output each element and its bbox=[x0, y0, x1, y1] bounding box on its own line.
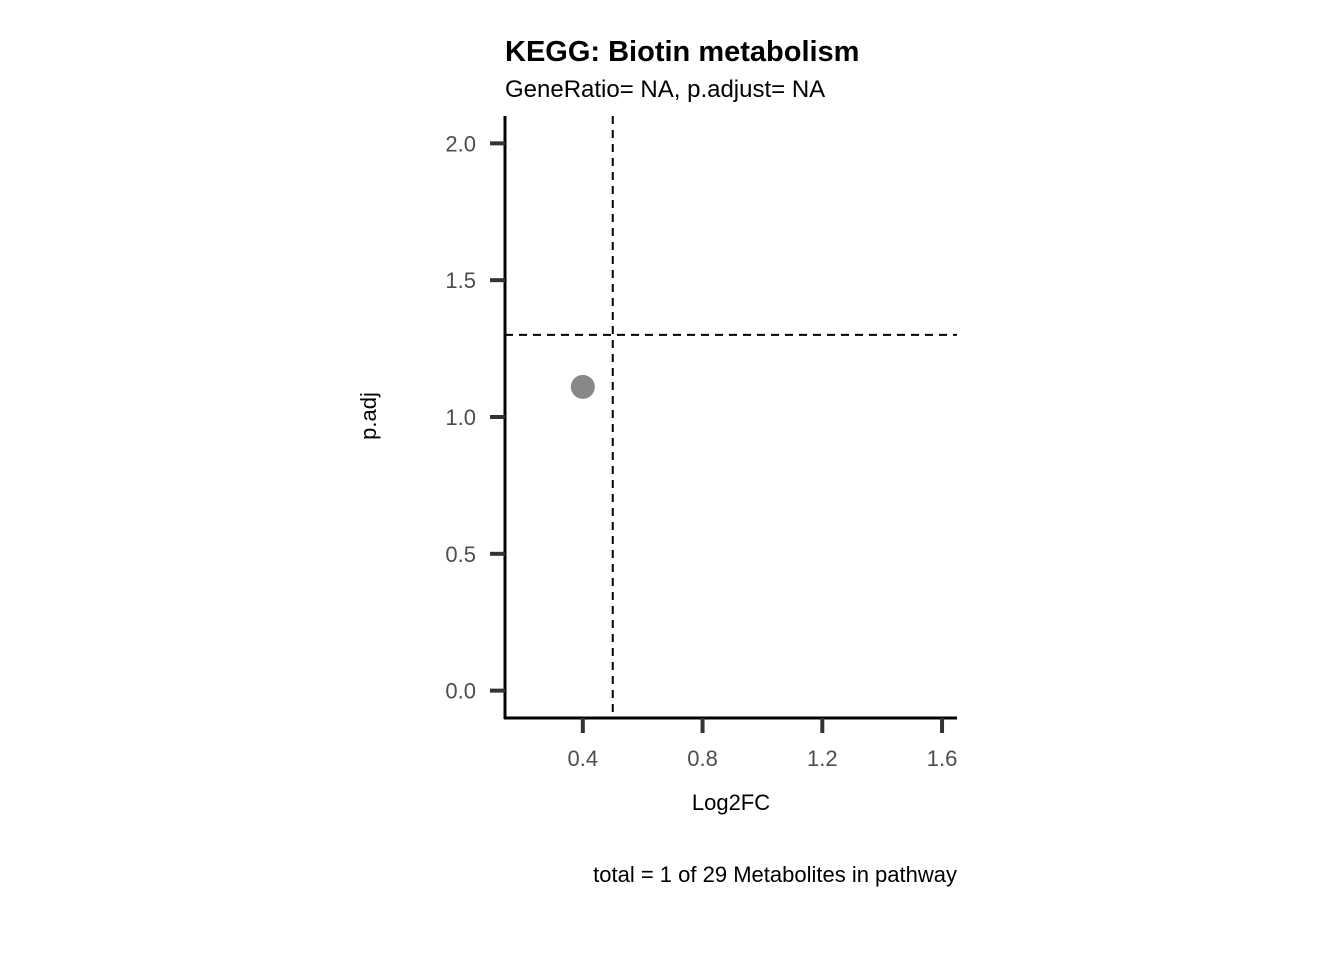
chart-subtitle: GeneRatio= NA, p.adjust= NA bbox=[505, 76, 825, 103]
x-tick-label: 0.8 bbox=[687, 746, 718, 771]
x-tick-label: 0.4 bbox=[568, 746, 599, 771]
data-point bbox=[570, 374, 595, 399]
y-tick-label: 0.5 bbox=[445, 542, 476, 567]
chart-title: KEGG: Biotin metabolism bbox=[505, 36, 859, 68]
x-tick-label: 1.2 bbox=[807, 746, 838, 771]
y-tick-label: 0.0 bbox=[445, 679, 476, 704]
chart-caption: total = 1 of 29 Metabolites in pathway bbox=[593, 862, 957, 887]
plot-area: 0.0 0.5 1.0 1.5 2.0 0.4 0.8 1.2 1.6 bbox=[445, 116, 957, 771]
x-axis-title: Log2FC bbox=[692, 790, 770, 815]
x-tick-label: 1.6 bbox=[927, 746, 958, 771]
y-tick-label: 1.0 bbox=[445, 405, 476, 430]
y-tick-label: 1.5 bbox=[445, 268, 476, 293]
y-tick-label: 2.0 bbox=[445, 131, 476, 156]
y-axis-title: p.adj bbox=[356, 392, 381, 440]
